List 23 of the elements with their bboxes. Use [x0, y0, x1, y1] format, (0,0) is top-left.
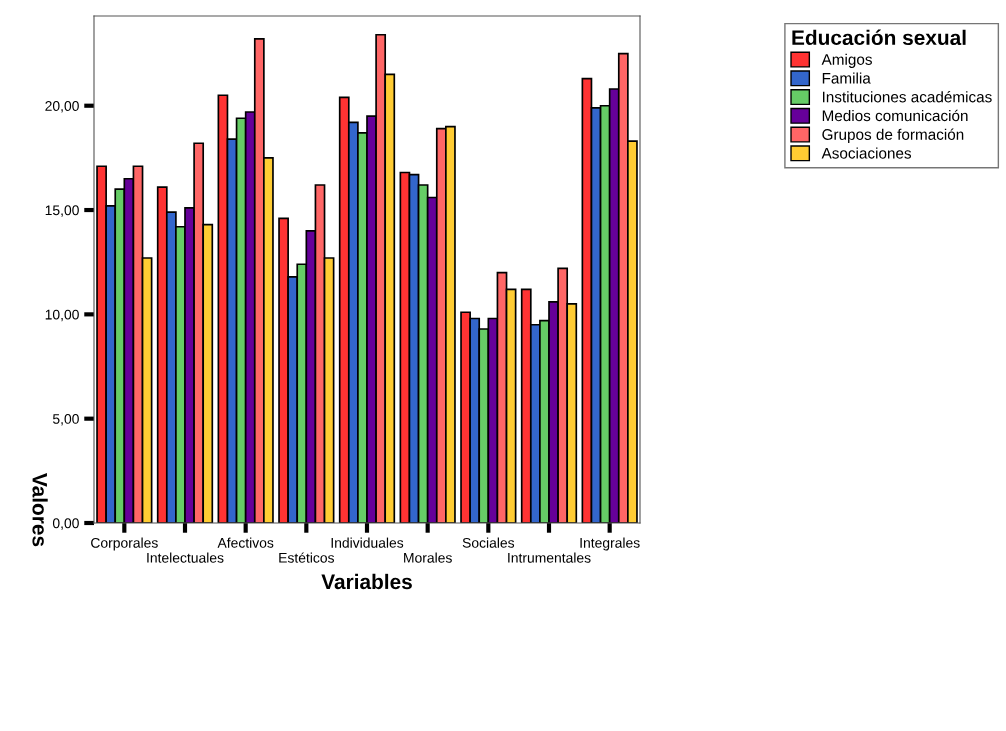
x-tick-label: Intelectuales: [147, 552, 224, 563]
legend-label: Amigos: [821, 53, 872, 68]
y-tick-label: 10,00: [45, 309, 79, 322]
y-tick-label: 0,00: [52, 518, 79, 530]
legend-label: Instituciones académicas: [822, 91, 992, 103]
x-tick-label: Intrumentales: [508, 552, 591, 563]
x-axis-title: Variables: [321, 573, 412, 590]
legend-label: Medios comunicación: [822, 109, 968, 122]
x-tick-label: Estéticos: [279, 552, 335, 563]
x-tick-label: Morales: [404, 552, 452, 563]
y-tick-label: 20,00: [45, 101, 79, 113]
x-tick-label: Afectivos: [217, 537, 274, 548]
x-tick-label: Integrales: [580, 537, 640, 551]
x-tick-label: Corporales: [91, 537, 158, 551]
legend-label: Grupos de formación: [822, 128, 964, 143]
x-tick-label: Sociales: [462, 537, 515, 548]
x-tick-label: Individuales: [331, 537, 404, 548]
y-axis-title: Valores: [32, 473, 48, 547]
legend-label: Asociaciones: [821, 147, 912, 159]
legend-label: Familia: [822, 72, 871, 84]
legend-title: Educación sexual: [792, 29, 966, 46]
y-tick-label: 5,00: [52, 414, 79, 426]
y-tick-label: 15,00: [45, 205, 79, 217]
